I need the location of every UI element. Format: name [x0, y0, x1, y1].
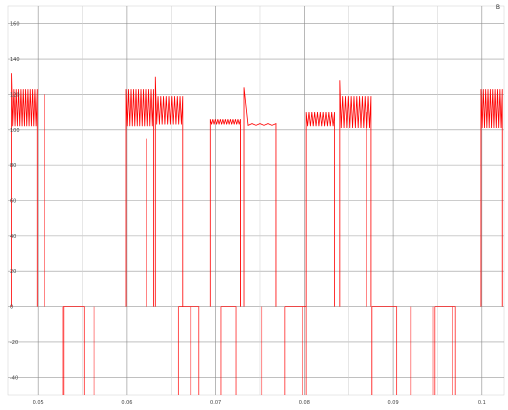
signal-negative-pulse [284, 306, 307, 395]
y-axis-ticks: 160 140 120 100 80 60 40 20 0 -20 -40 [10, 22, 20, 382]
signal-negative-pulse [434, 306, 456, 395]
y-tick-label: -20 [10, 340, 18, 346]
signal-negative-pulse [62, 306, 85, 395]
y-tick-label: 20 [10, 269, 16, 275]
y-tick-label: 100 [10, 128, 20, 134]
signal-negative-pulse [220, 306, 237, 395]
signal-pulse [154, 76, 184, 307]
x-tick-label: 0.07 [210, 400, 221, 406]
y-tick-label: 140 [10, 57, 20, 63]
signal-pulse [305, 112, 335, 307]
x-axis-ticks: 0.05 0.06 0.07 0.08 0.09 0.1 [33, 400, 486, 406]
x-tick-label: 0.08 [299, 400, 310, 406]
corner-label: B [496, 4, 500, 11]
signal-pulse [11, 73, 38, 307]
y-tick-label: 120 [10, 92, 20, 98]
y-tick-label: 0 [10, 305, 13, 311]
x-tick-label: 0.06 [121, 400, 132, 406]
signal-negative-pulse [177, 306, 200, 395]
x-tick-label: 0.1 [478, 400, 486, 406]
signal-pulse [125, 89, 154, 307]
y-tick-label: 40 [10, 234, 16, 240]
x-tick-label: 0.09 [388, 400, 399, 406]
signal-series [11, 73, 503, 395]
signal-pulse [243, 87, 277, 307]
signal-pulse [209, 119, 241, 307]
y-tick-label: -40 [10, 375, 18, 381]
y-tick-label: 80 [10, 163, 16, 169]
x-tick-label: 0.05 [33, 400, 44, 406]
grid [8, 6, 504, 395]
signal-pulse [480, 89, 503, 307]
y-tick-label: 60 [10, 199, 16, 205]
y-tick-label: 160 [10, 22, 20, 28]
